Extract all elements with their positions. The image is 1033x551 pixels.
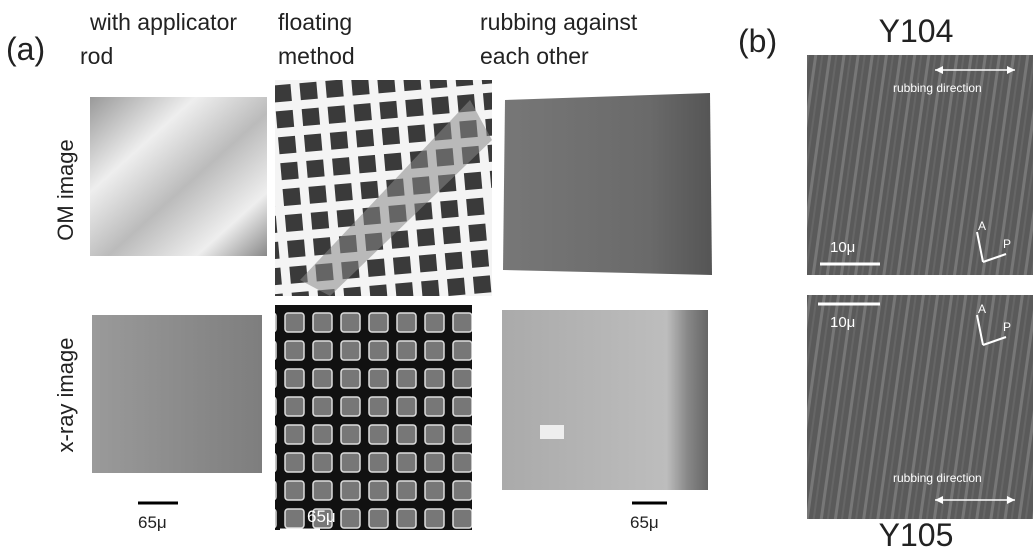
column-title: with applicator [89,9,237,35]
bright-spot [540,425,564,439]
scale-label: 65μ [630,513,659,532]
axis-label: P [1003,237,1011,251]
axis-label: A [978,302,986,316]
axis-label: A [978,219,986,233]
column-title: floating [278,9,352,35]
direction-label: rubbing direction [893,471,982,485]
om-image-rubbing [503,93,712,275]
panel-label: (b) [738,23,777,59]
column-title: rod [80,43,113,69]
row-label: x-ray image [53,338,78,453]
sample-title: Y104 [879,13,954,49]
scale-label: 65μ [138,513,167,532]
scale-label: 10μ [830,239,855,256]
row-label: OM image [53,139,78,240]
panel-label: (a) [6,31,45,67]
scale-label: 65μ [307,507,336,526]
scale-label: 10μ [830,314,855,331]
column-title: rubbing against [480,9,638,35]
direction-label: rubbing direction [893,81,982,95]
xray-image-rubbing [502,310,708,490]
xray-image-floating [275,305,472,530]
column-title: method [278,43,355,69]
axis-label: P [1003,320,1011,334]
om-image-applicator [90,97,267,256]
xray-image-applicator [92,315,262,473]
sample-title: Y105 [879,517,954,551]
figure: (a) with applicator rod floating method … [0,0,1033,551]
column-title: each other [480,43,589,69]
